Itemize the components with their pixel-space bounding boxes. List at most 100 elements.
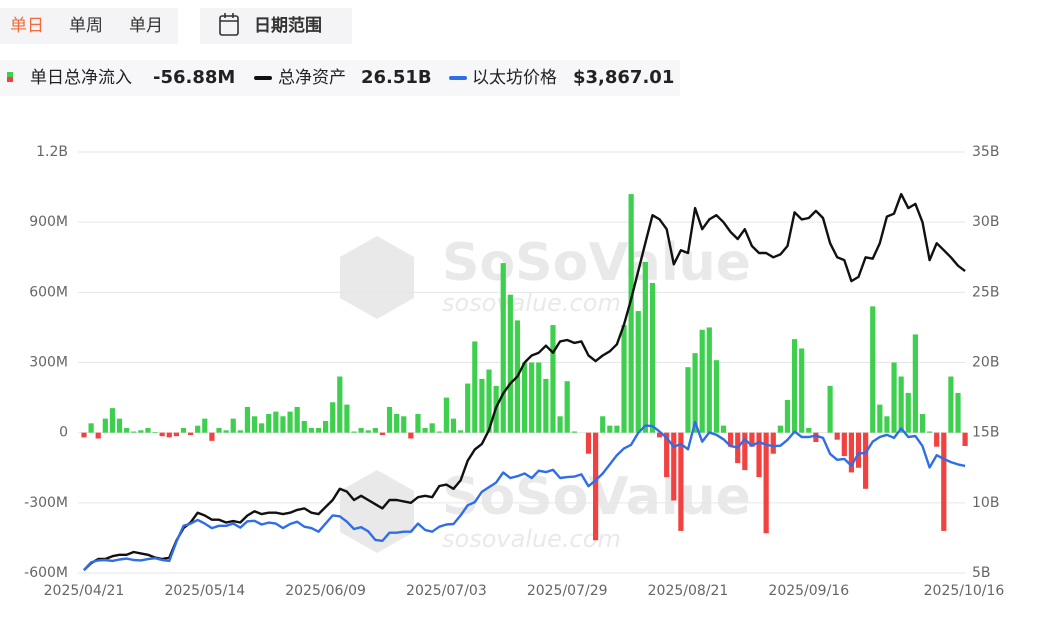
bar <box>934 432 940 447</box>
y-tick-label: 600M <box>29 284 68 300</box>
bar <box>507 294 513 433</box>
bar <box>550 325 556 433</box>
bar <box>173 432 179 437</box>
bar <box>401 416 407 433</box>
bar <box>905 392 911 433</box>
bar <box>152 431 158 433</box>
bar <box>273 411 279 433</box>
bar <box>259 423 265 433</box>
bar <box>557 416 563 433</box>
bar <box>692 353 698 433</box>
bar <box>607 425 613 433</box>
y-tick-label: 900M <box>29 214 68 230</box>
bar <box>841 432 847 457</box>
bar <box>834 432 840 440</box>
bar <box>358 427 364 433</box>
bar <box>458 430 464 433</box>
bar <box>884 416 890 433</box>
bar <box>813 432 819 443</box>
bar <box>763 432 769 534</box>
bar <box>770 432 776 454</box>
bar <box>500 263 506 433</box>
watermark-brand: SoSoValue <box>442 233 751 293</box>
bar <box>280 416 286 433</box>
bar <box>863 432 869 489</box>
bar <box>664 432 670 478</box>
tab[interactable]: 单日 <box>10 16 44 36</box>
bar <box>472 341 478 433</box>
bar <box>486 369 492 433</box>
bar <box>251 416 258 433</box>
bar <box>422 427 428 433</box>
bar <box>870 306 876 433</box>
bar <box>166 432 172 438</box>
tab[interactable]: 单周 <box>69 16 103 36</box>
bar <box>386 406 393 433</box>
bar <box>330 402 336 433</box>
bar <box>784 399 791 433</box>
date-range-label[interactable]: 日期范围 <box>254 15 322 36</box>
bar <box>635 311 641 433</box>
bar <box>791 339 798 433</box>
bar <box>337 376 343 433</box>
legend-icon <box>7 77 13 82</box>
bar <box>699 329 705 433</box>
bar <box>95 432 101 439</box>
x-tick-label: 2025/04/21 <box>44 583 125 599</box>
bar <box>202 418 208 433</box>
bar <box>237 430 243 433</box>
legend-value: -56.88M <box>153 67 235 88</box>
bar <box>415 413 421 433</box>
y-tick-label: -600M <box>24 565 68 581</box>
bar <box>649 282 656 433</box>
bar <box>891 362 897 433</box>
bar <box>223 430 229 433</box>
bar <box>628 194 634 433</box>
bar <box>585 432 592 454</box>
legend-label: 以太坊价格 <box>472 68 557 88</box>
legend-value: $3,867.01 <box>573 67 674 88</box>
tab[interactable]: 单月 <box>129 16 163 36</box>
bar <box>706 327 712 433</box>
bar <box>564 381 570 433</box>
bar <box>81 432 87 438</box>
bar <box>713 360 720 433</box>
y2-tick-label: 30B <box>972 214 999 230</box>
x-tick-label: 2025/06/09 <box>285 583 366 599</box>
y-tick-label: 300M <box>29 355 68 371</box>
bar <box>209 432 215 441</box>
y-tick-label: 0 <box>59 425 68 441</box>
bar <box>344 404 350 433</box>
bar <box>315 427 322 433</box>
bar <box>394 413 400 433</box>
bar <box>799 348 805 433</box>
watermark-site: sosovalue.com <box>442 525 621 553</box>
y-tick-label: 1.2B <box>36 144 68 160</box>
bar <box>536 362 542 433</box>
line <box>83 192 966 572</box>
bar <box>301 420 307 433</box>
legend-value: 26.51B <box>361 67 432 88</box>
bar <box>131 431 137 433</box>
bar <box>919 413 926 433</box>
x-tick-label: 2025/08/21 <box>648 583 729 599</box>
legend-icon <box>7 72 13 77</box>
bar <box>898 376 904 433</box>
bar <box>116 418 123 433</box>
x-tick-label: 2025/10/16 <box>924 583 1005 599</box>
bar <box>521 362 528 433</box>
bar <box>465 383 471 433</box>
calendar-icon <box>219 13 239 36</box>
legend-label: 单日总净流入 <box>30 68 132 88</box>
bar <box>962 432 968 446</box>
y2-tick-label: 35B <box>972 144 999 160</box>
bar <box>187 432 194 436</box>
legend-label: 总净资产 <box>278 68 346 88</box>
bar <box>436 431 442 433</box>
bar <box>443 397 449 433</box>
bar <box>621 325 627 433</box>
y2-tick-label: 15B <box>972 425 999 441</box>
bar <box>294 406 300 433</box>
bar <box>720 425 727 433</box>
